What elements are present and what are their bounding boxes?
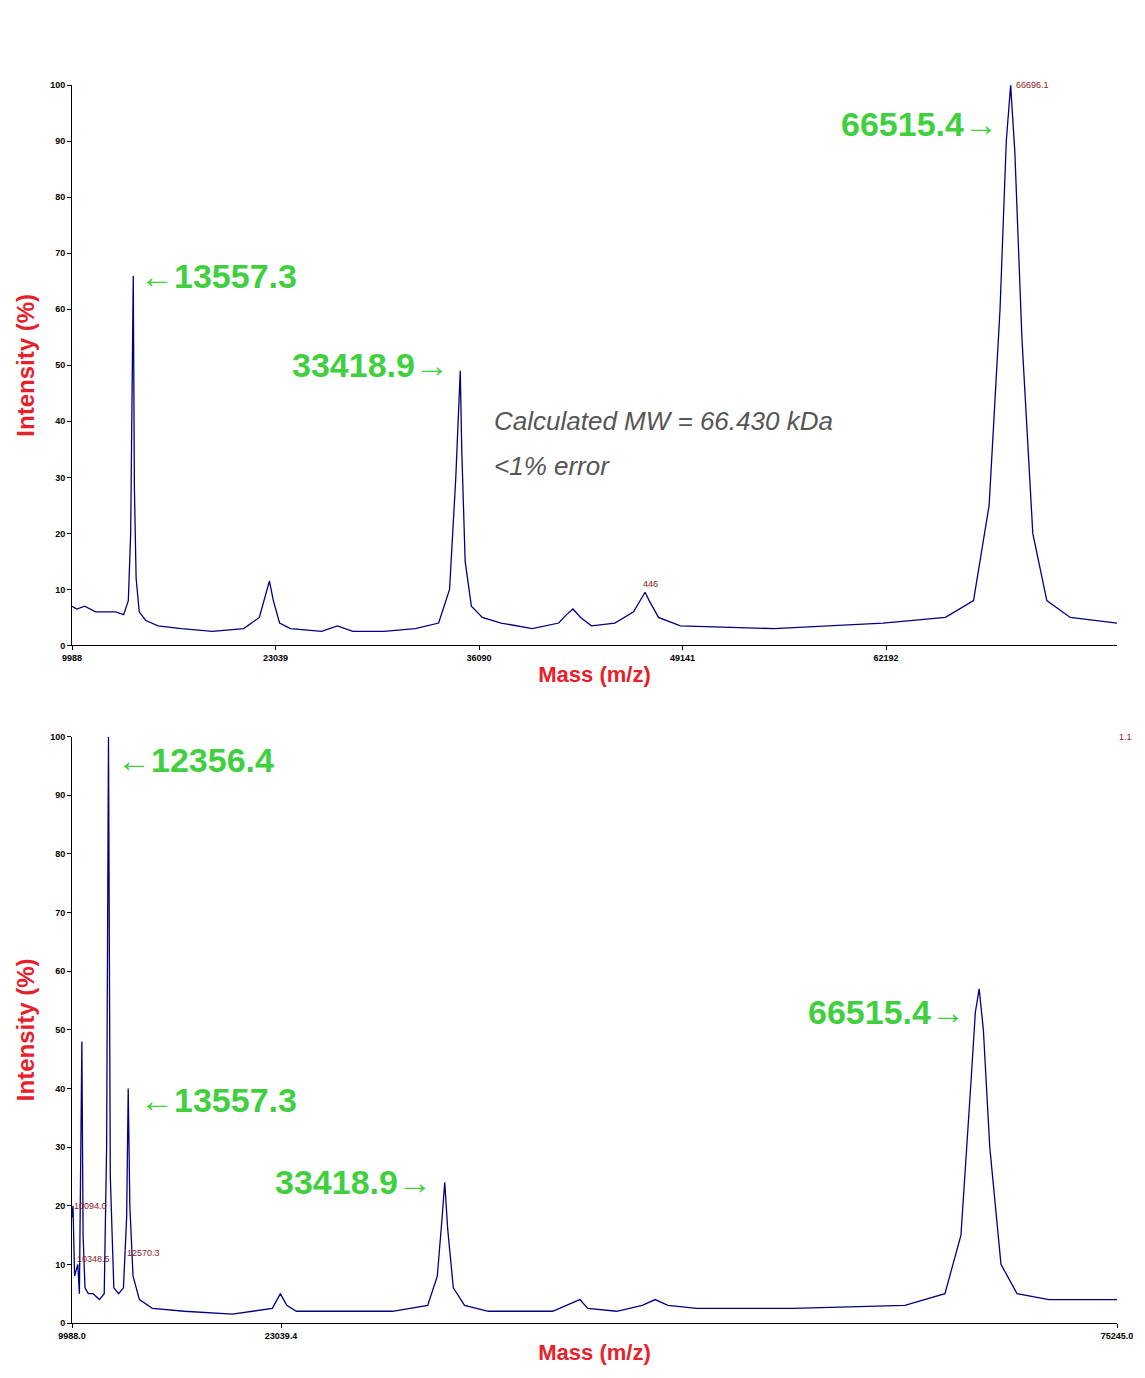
svg-text:←12356.4: ←12356.4	[117, 741, 274, 779]
svg-text:10: 10	[55, 1260, 65, 1270]
svg-text:33418.9→: 33418.9→	[275, 1163, 432, 1201]
svg-text:60: 60	[55, 304, 65, 314]
svg-text:9988.0: 9988.0	[58, 1331, 86, 1341]
svg-text:90: 90	[55, 136, 65, 146]
svg-text:50: 50	[55, 360, 65, 370]
svg-text:23039.4: 23039.4	[265, 1331, 298, 1341]
svg-text:←13557.3: ←13557.3	[140, 257, 297, 295]
svg-text:60: 60	[55, 966, 65, 976]
svg-text:10348.5: 10348.5	[77, 1254, 110, 1264]
svg-text:90: 90	[55, 790, 65, 800]
svg-text:30: 30	[55, 473, 65, 483]
svg-text:1.1: 1.1	[1119, 732, 1132, 742]
svg-text:50: 50	[55, 1025, 65, 1035]
svg-text:80: 80	[55, 849, 65, 859]
svg-text:10: 10	[55, 585, 65, 595]
svg-text:0: 0	[60, 641, 65, 651]
svg-text:66515.4→: 66515.4→	[808, 993, 965, 1031]
svg-text:70: 70	[55, 248, 65, 258]
svg-text:66515.4→: 66515.4→	[841, 105, 998, 143]
svg-text:70: 70	[55, 908, 65, 918]
svg-text:12570.3: 12570.3	[127, 1248, 160, 1258]
svg-text:66696.1: 66696.1	[1016, 80, 1049, 90]
svg-text:446: 446	[643, 579, 658, 589]
svg-text:33418.9→: 33418.9→	[292, 346, 449, 384]
svg-text:20: 20	[55, 529, 65, 539]
svg-text:100: 100	[50, 80, 65, 90]
svg-text:Intensity (%): Intensity (%)	[12, 294, 39, 437]
svg-text:36090: 36090	[467, 653, 492, 663]
svg-text:Mass (m/z): Mass (m/z)	[538, 662, 650, 687]
svg-text:10094.0: 10094.0	[74, 1201, 107, 1211]
svg-text:23039: 23039	[263, 653, 288, 663]
svg-text:100: 100	[50, 732, 65, 742]
svg-text:49141: 49141	[670, 653, 695, 663]
svg-text:←13557.3: ←13557.3	[140, 1081, 297, 1119]
svg-text:40: 40	[55, 1084, 65, 1094]
svg-text:<1% error: <1% error	[494, 451, 610, 481]
svg-text:40: 40	[55, 416, 65, 426]
svg-text:Mass (m/z): Mass (m/z)	[538, 1340, 650, 1365]
svg-text:20: 20	[55, 1201, 65, 1211]
svg-text:0: 0	[60, 1318, 65, 1328]
svg-text:80: 80	[55, 192, 65, 202]
svg-text:9988: 9988	[62, 653, 82, 663]
svg-text:30: 30	[55, 1142, 65, 1152]
svg-text:62192: 62192	[874, 653, 899, 663]
svg-text:Intensity (%): Intensity (%)	[12, 958, 39, 1101]
svg-text:Calculated MW = 66.430 kDa: Calculated MW = 66.430 kDa	[494, 406, 833, 436]
svg-text:75245.0: 75245.0	[1101, 1331, 1134, 1341]
